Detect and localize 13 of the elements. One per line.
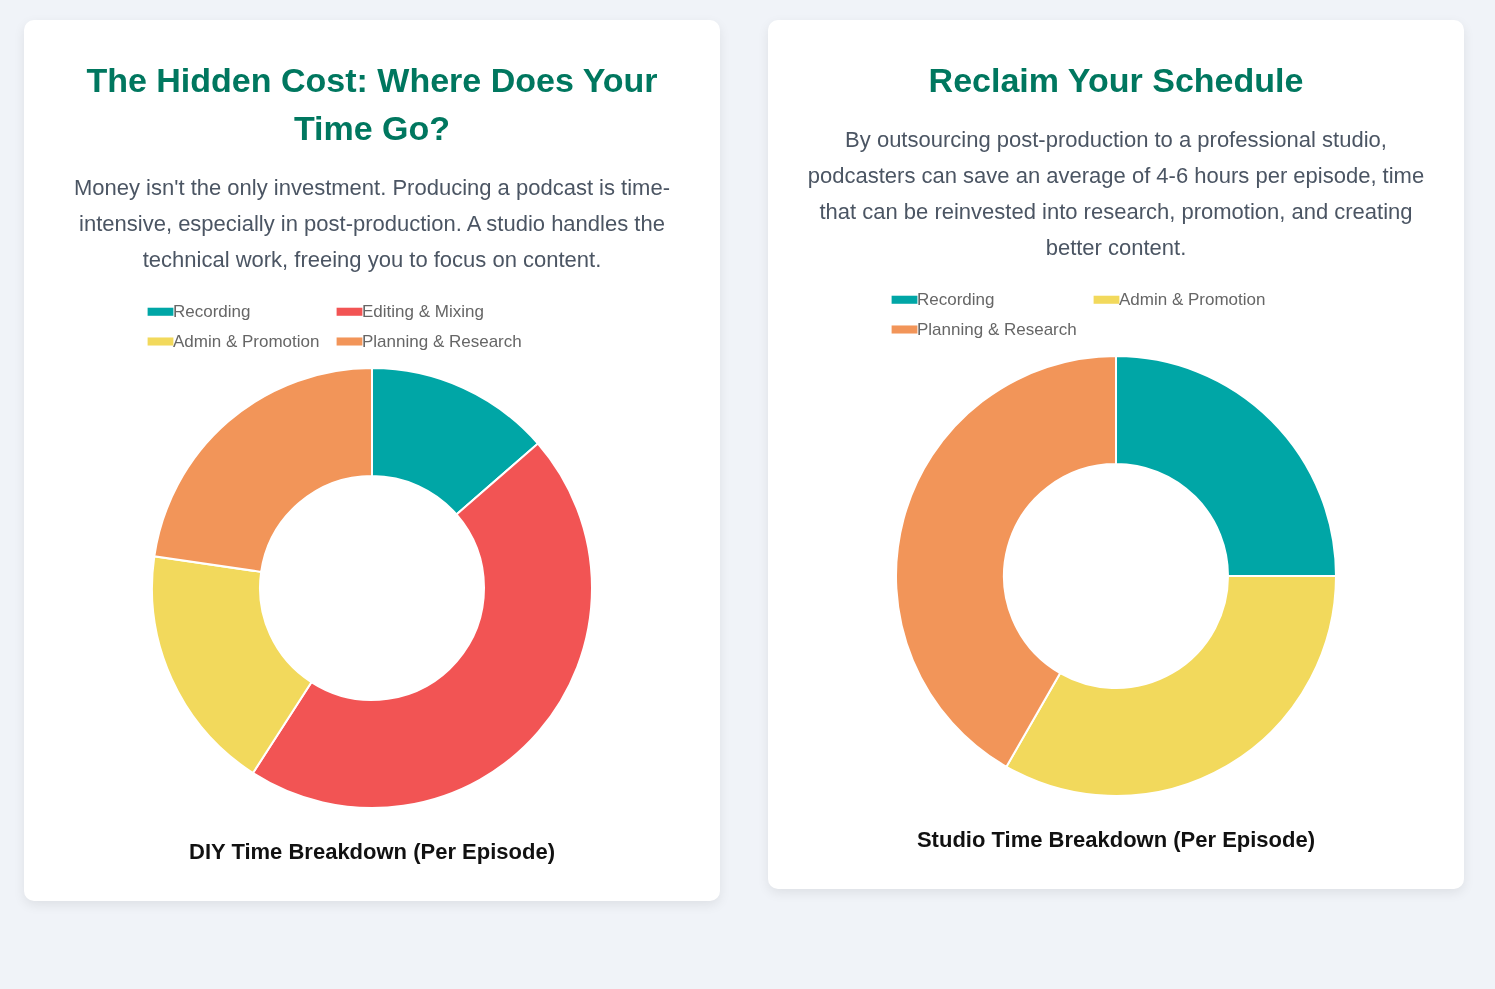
chart-title: Reclaim Your Schedule — [927, 60, 1305, 101]
text: Studio Time Breakdown (Per Episode) — [915, 827, 1317, 853]
chart-title: The Hidden Cost: Where Does Your Time Go? — [85, 60, 659, 149]
legend-label: Recording — [173, 301, 251, 321]
legend-label: Planning & Research — [362, 331, 522, 351]
legend-label: Planning & Research — [917, 319, 1077, 339]
legend-label: Admin & Promotion — [173, 331, 320, 351]
legend-label: Editing & Mixing — [362, 301, 484, 321]
text: DIY Time Breakdown (Per Episode) — [188, 839, 556, 865]
legend-label: Recording — [917, 289, 995, 309]
chart-subtitle: Money isn't the only investment. Producing a podcast is time-intensive, especially in post-production. A studio handles the technical work, freeing you to focus on content. — [72, 174, 671, 274]
chart-subtitle: By outsourcing post-production to a professional studio, podcasters can save an average of 4-6 hours per episode, time that can be reinvested into research, promotion, and creating better content. — [806, 126, 1426, 262]
legend-label: Admin & Promotion — [1119, 289, 1266, 309]
